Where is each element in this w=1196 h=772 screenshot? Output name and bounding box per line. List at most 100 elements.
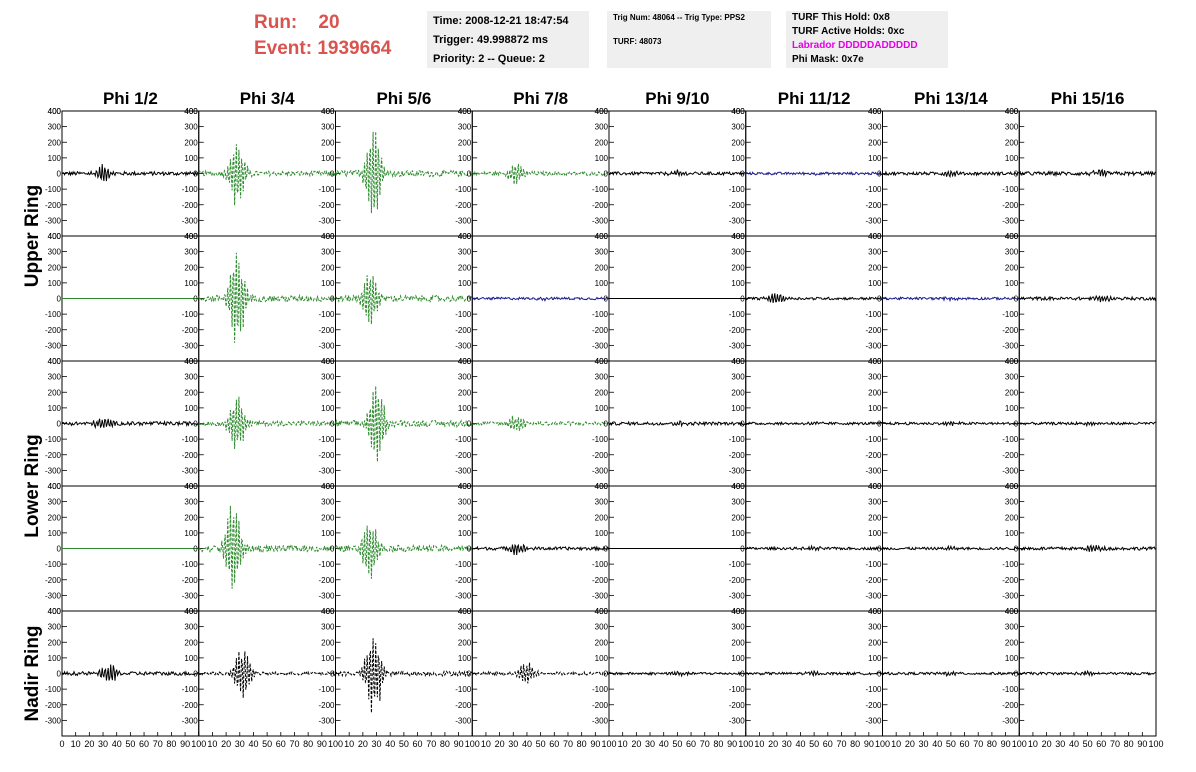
waveform-trace <box>61 664 200 681</box>
y-tick-label: -300 <box>729 716 746 725</box>
y-tick-label: 400 <box>595 232 609 241</box>
waveform-trace <box>745 669 883 678</box>
y-tick-label: 0 <box>330 420 335 429</box>
x-tick-label: 60 <box>686 739 696 749</box>
x-tick-label: 80 <box>713 739 723 749</box>
x-tick-label: 40 <box>659 739 669 749</box>
y-tick-label: 100 <box>1005 404 1019 413</box>
y-tick-label: 400 <box>321 607 335 616</box>
run-event-header: Run: 20 Event: 1939664 <box>254 10 391 62</box>
column-title: Phi 7/8 <box>513 89 568 108</box>
x-tick-label: 30 <box>782 739 792 749</box>
y-tick-label: -200 <box>865 701 882 710</box>
y-tick-label: 400 <box>868 482 882 491</box>
y-tick-label: 200 <box>1005 513 1019 522</box>
y-tick-label: -100 <box>865 685 882 694</box>
x-tick-label: 90 <box>180 739 190 749</box>
y-tick-label: 300 <box>595 498 609 507</box>
x-tick-label: 40 <box>1069 739 1079 749</box>
x-tick-label: 90 <box>1137 739 1147 749</box>
y-tick-label: 100 <box>48 654 62 663</box>
y-tick-label: 0 <box>604 295 609 304</box>
y-tick-label: 0 <box>740 420 745 429</box>
y-tick-label: 100 <box>458 654 472 663</box>
y-tick-label: 400 <box>184 607 198 616</box>
y-tick-label: 400 <box>321 107 335 116</box>
y-tick-label: 0 <box>467 420 472 429</box>
y-tick-label: 400 <box>48 607 62 616</box>
y-tick-label: 100 <box>868 654 882 663</box>
y-tick-label: -300 <box>182 341 199 350</box>
y-tick-label: 200 <box>321 513 335 522</box>
y-tick-label: 200 <box>1005 388 1019 397</box>
y-tick-label: 100 <box>184 404 198 413</box>
waveform-trace <box>335 275 473 325</box>
x-tick-label: 10 <box>754 739 764 749</box>
y-tick-label: 100 <box>595 654 609 663</box>
time-text: Time: 2008-12-21 18:47:54 <box>433 15 569 27</box>
y-tick-label: -100 <box>455 185 472 194</box>
y-tick-label: -300 <box>455 466 472 475</box>
x-tick-label: 50 <box>399 739 409 749</box>
y-tick-label: 0 <box>604 420 609 429</box>
x-tick-label: 100 <box>601 739 616 749</box>
y-tick-label: 400 <box>868 357 882 366</box>
waveform-trace <box>335 386 473 462</box>
event-label: Event: <box>254 38 313 59</box>
y-tick-label: -100 <box>45 310 62 319</box>
y-tick-label: 0 <box>877 170 882 179</box>
y-tick-label: 300 <box>184 248 198 257</box>
y-tick-label: -200 <box>592 701 609 710</box>
y-tick-label: -200 <box>455 451 472 460</box>
y-tick-label: -300 <box>318 341 335 350</box>
y-tick-label: 0 <box>330 170 335 179</box>
x-tick-label: 10 <box>71 739 81 749</box>
priority-text: Priority: 2 -- Queue: 2 <box>433 53 545 65</box>
y-tick-label: 400 <box>458 482 472 491</box>
y-tick-label: 200 <box>731 388 745 397</box>
waveform-trace <box>335 131 473 214</box>
y-tick-label: 100 <box>868 529 882 538</box>
y-tick-label: 400 <box>48 107 62 116</box>
column-title: Phi 3/4 <box>240 89 295 108</box>
y-tick-label: -200 <box>592 451 609 460</box>
y-tick-label: 0 <box>193 295 198 304</box>
y-tick-label: 200 <box>731 638 745 647</box>
y-tick-label: 0 <box>877 420 882 429</box>
y-tick-label: -300 <box>592 466 609 475</box>
waveform-trace <box>745 293 883 303</box>
event-value: 1939664 <box>317 38 392 59</box>
y-tick-label: -100 <box>182 685 199 694</box>
y-tick-label: 400 <box>458 232 472 241</box>
y-tick-label: 100 <box>595 154 609 163</box>
y-tick-label: 200 <box>458 513 472 522</box>
y-tick-label: -300 <box>182 216 199 225</box>
y-tick-label: -300 <box>455 591 472 600</box>
y-tick-label: 400 <box>458 232 472 241</box>
y-tick-label: 400 <box>321 232 335 241</box>
x-tick-label: 70 <box>836 739 846 749</box>
y-tick-label: 200 <box>321 138 335 147</box>
y-tick-label: 200 <box>868 638 882 647</box>
y-tick-label: 400 <box>48 607 62 616</box>
y-tick-label: -300 <box>592 216 609 225</box>
x-tick-label: 20 <box>495 739 505 749</box>
y-tick-label: 200 <box>184 138 198 147</box>
y-tick-label: 0 <box>57 545 62 554</box>
y-tick-label: 300 <box>321 123 335 132</box>
x-tick-label: 100 <box>1148 739 1163 749</box>
y-tick-label: -100 <box>592 310 609 319</box>
y-tick-label: -100 <box>318 685 335 694</box>
y-tick-label: -100 <box>45 685 62 694</box>
x-tick-label: 50 <box>1083 739 1093 749</box>
y-tick-label: 400 <box>731 482 745 491</box>
y-tick-label: -100 <box>729 310 746 319</box>
x-tick-label: 60 <box>276 739 286 749</box>
y-tick-label: 100 <box>48 404 62 413</box>
waveform-trace <box>745 171 883 177</box>
x-tick-label: 10 <box>207 739 217 749</box>
y-tick-label: 300 <box>184 498 198 507</box>
run-value: 20 <box>318 12 340 33</box>
y-tick-label: -100 <box>182 185 199 194</box>
column-title: Phi 13/14 <box>914 89 988 108</box>
